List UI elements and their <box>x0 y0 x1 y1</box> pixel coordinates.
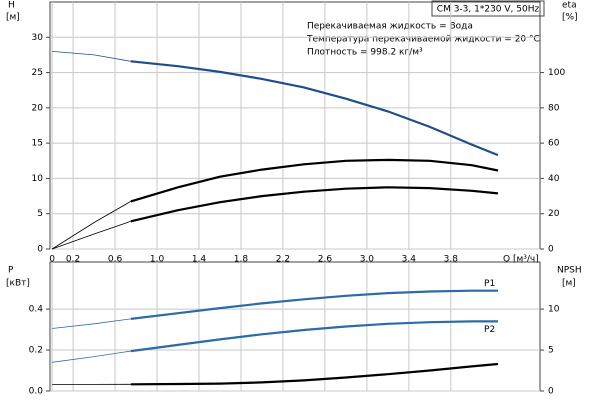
y-axis-unit: [кВт] <box>6 279 30 289</box>
model-box <box>431 0 545 17</box>
y2-tick-label: 0 <box>548 387 554 397</box>
y2-tick-label: 0 <box>548 245 554 255</box>
y2-tick-label: 10 <box>548 305 560 315</box>
y2-axis-title: NPSH <box>557 266 582 276</box>
series-label: P2 <box>484 325 495 335</box>
x-tick-label: 0 <box>49 255 55 265</box>
y-axis-unit: [м] <box>6 13 20 23</box>
y2-tick-label: 20 <box>548 209 560 219</box>
y-tick-label: 0.4 <box>29 305 44 315</box>
x-tick-label: 3.8 <box>444 255 459 265</box>
x-tick-label: 0.6 <box>108 255 123 265</box>
curve <box>130 186 499 223</box>
x-tick-label: 1.0 <box>150 255 165 265</box>
y-tick-label: 5 <box>37 209 43 219</box>
x-tick-label: 3.4 <box>402 255 417 265</box>
plot-frame <box>49 261 541 392</box>
curve <box>52 318 131 329</box>
y2-axis-title: eta <box>562 1 577 11</box>
y2-axis-unit: [%] <box>562 13 578 23</box>
y2-tick-label: 60 <box>548 139 560 149</box>
curve <box>52 51 131 62</box>
curve <box>130 362 499 386</box>
curve <box>52 350 131 363</box>
y-tick-label: 20 <box>32 103 44 113</box>
y-tick-label: 25 <box>32 68 43 78</box>
y-axis-title: H <box>8 1 15 11</box>
note: Температура перекачиваемой жидкости = 20… <box>306 35 540 45</box>
y-axis-title: P <box>8 266 14 276</box>
note: Плотность = 998.2 кг/м³ <box>307 48 423 58</box>
y-tick-label: 15 <box>32 139 43 149</box>
x-tick-label: 1.4 <box>192 255 207 265</box>
note: Перекачиваемая жидкость = Вода <box>307 22 473 32</box>
y-tick-label: 10 <box>32 174 44 184</box>
x-tick-label: 2.6 <box>318 255 333 265</box>
y2-tick-label: 5 <box>548 346 554 356</box>
y2-tick-label: 100 <box>548 68 565 78</box>
x-axis-title: Q [м³/ч] <box>503 255 539 265</box>
curve <box>51 201 131 250</box>
y-tick-label: 30 <box>32 33 44 43</box>
y-tick-label: 0.0 <box>29 387 44 397</box>
curve <box>51 220 131 250</box>
curve <box>130 60 499 157</box>
curve <box>130 158 499 203</box>
x-tick-label: 1.8 <box>234 255 249 265</box>
y2-axis-unit: [м] <box>562 279 576 289</box>
x-tick-label: 2.2 <box>276 255 290 265</box>
y-tick-label: 0.2 <box>29 346 43 356</box>
series-label: P1 <box>484 279 495 289</box>
curve <box>130 289 498 320</box>
y2-tick-label: 80 <box>548 103 560 113</box>
x-tick-label: 0.2 <box>66 255 80 265</box>
y2-tick-label: 40 <box>548 174 560 184</box>
x-tick-label: 3.0 <box>360 255 375 265</box>
y-tick-label: 0 <box>37 245 43 255</box>
curve <box>130 320 498 353</box>
model-label: СМ 3-3, 1*230 V, 50Hz <box>437 5 540 15</box>
panel: 0 0.2 0.6 1.0 1.4 1.8 2.2 2.6 3.0 3.4 3.8 0 5 10 15 20 2… <box>32 1 565 265</box>
panel: 0.0 0.2 0.4 0 5 10 P1 P2 <box>29 261 560 397</box>
